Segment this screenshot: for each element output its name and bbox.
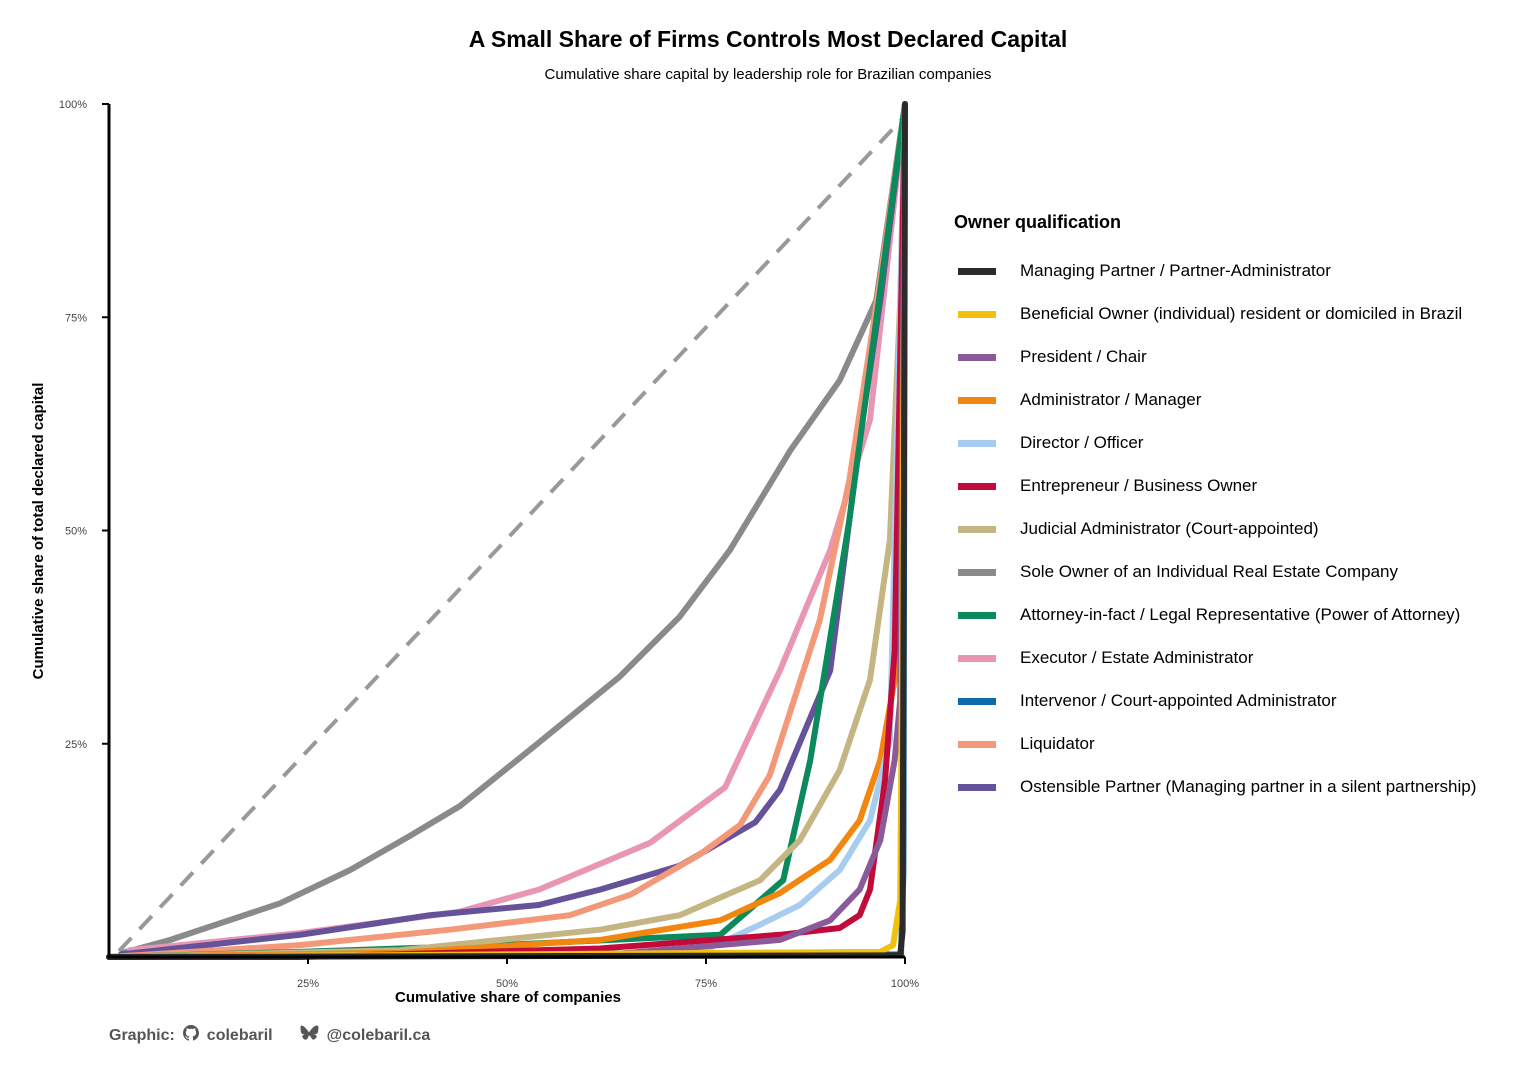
- legend-item: Attorney-in-fact / Legal Representative …: [954, 592, 1476, 638]
- y-axis-label: Cumulative share of total declared capit…: [30, 383, 47, 680]
- bluesky-handle[interactable]: @colebaril.ca: [326, 1026, 431, 1044]
- legend-item: Sole Owner of an Individual Real Estate …: [954, 549, 1476, 595]
- legend-item: President / Chair: [954, 334, 1476, 380]
- series-line-7: [120, 101, 908, 956]
- series-line-12: [117, 101, 908, 958]
- x-tick-label: 50%: [496, 978, 518, 990]
- legend-label: Managing Partner / Partner-Administrator: [1020, 261, 1331, 280]
- legend-item: Ostensible Partner (Managing partner in …: [954, 764, 1476, 810]
- x-tick-label: 25%: [297, 978, 319, 990]
- plot-area: 25% 50% 75% 100% 25% 50% 75% 100% Cumulative sh…: [30, 99, 919, 1006]
- legend-swatch: [958, 439, 996, 447]
- legend: Owner qualification Managing Partner / P…: [954, 212, 1476, 810]
- series-line-1: [106, 101, 908, 960]
- footer-credits: Graphic: colebaril @colebaril.ca: [109, 1025, 430, 1046]
- x-tick-label: 100%: [891, 978, 919, 990]
- legend-label: Liquidator: [1020, 734, 1095, 753]
- series-line-11: [106, 101, 908, 960]
- y-tick-label: 50%: [65, 526, 87, 538]
- legend-swatch: [958, 740, 996, 748]
- legend-label: Ostensible Partner (Managing partner in …: [1020, 777, 1477, 796]
- legend-label: Judicial Administrator (Court-appointed): [1020, 519, 1319, 538]
- series-line-0: [106, 101, 908, 960]
- legend-swatch: [958, 654, 996, 662]
- bluesky-butterfly-icon: [299, 1025, 319, 1046]
- series-line-10: [106, 101, 908, 960]
- series-line-2: [106, 101, 908, 960]
- legend-swatch: [958, 783, 996, 791]
- chart-title: A Small Share of Firms Controls Most Dec…: [468, 26, 1068, 52]
- legend-item: Executor / Estate Administrator: [954, 635, 1476, 681]
- y-tick-label: 100%: [59, 99, 87, 111]
- legend-swatch: [958, 525, 996, 533]
- y-tick-label: 25%: [65, 739, 87, 751]
- legend-label: Administrator / Manager: [1020, 390, 1202, 409]
- legend-swatch: [958, 568, 996, 576]
- legend-label: Beneficial Owner (individual) resident o…: [1020, 304, 1463, 323]
- chart-subtitle: Cumulative share capital by leadership r…: [544, 66, 992, 83]
- legend-label: Sole Owner of an Individual Real Estate …: [1020, 562, 1398, 581]
- legend-label: Intervenor / Court-appointed Administrat…: [1020, 691, 1337, 710]
- x-tick-label: 75%: [695, 978, 717, 990]
- series-line-5: [106, 101, 908, 960]
- series-line-8: [106, 101, 908, 960]
- legend-label: Executor / Estate Administrator: [1020, 648, 1254, 667]
- legend-item: Intervenor / Court-appointed Administrat…: [954, 678, 1476, 724]
- series-line-4: [106, 101, 908, 960]
- legend-item: Managing Partner / Partner-Administrator: [954, 248, 1476, 294]
- legend-swatch: [958, 267, 996, 275]
- legend-item: Administrator / Manager: [954, 377, 1476, 423]
- legend-label: Attorney-in-fact / Legal Representative …: [1020, 605, 1461, 624]
- legend-item: Entrepreneur / Business Owner: [954, 463, 1476, 509]
- github-handle[interactable]: colebaril: [206, 1026, 273, 1044]
- x-axis-label: Cumulative share of companies: [395, 989, 621, 1006]
- github-icon: [182, 1025, 199, 1046]
- legend-label: President / Chair: [1020, 347, 1147, 366]
- legend-swatch: [958, 396, 996, 404]
- legend-swatch: [958, 697, 996, 705]
- legend-swatch: [958, 353, 996, 361]
- legend-item: Director / Officer: [954, 420, 1476, 466]
- legend-swatch: [958, 482, 996, 490]
- series-line-6: [106, 101, 908, 960]
- legend-label: Director / Officer: [1020, 433, 1144, 452]
- legend-label: Entrepreneur / Business Owner: [1020, 476, 1258, 495]
- y-tick-label: 75%: [65, 312, 87, 324]
- equality-line: [117, 114, 907, 953]
- series-line-3: [106, 101, 908, 960]
- legend-item: Judicial Administrator (Court-appointed): [954, 506, 1476, 552]
- legend-item: Liquidator: [954, 721, 1476, 767]
- legend-title: Owner qualification: [954, 212, 1122, 232]
- legend-item: Beneficial Owner (individual) resident o…: [954, 291, 1476, 337]
- footer-label: Graphic:: [109, 1026, 175, 1044]
- legend-swatch: [958, 611, 996, 619]
- legend-swatch: [958, 310, 996, 318]
